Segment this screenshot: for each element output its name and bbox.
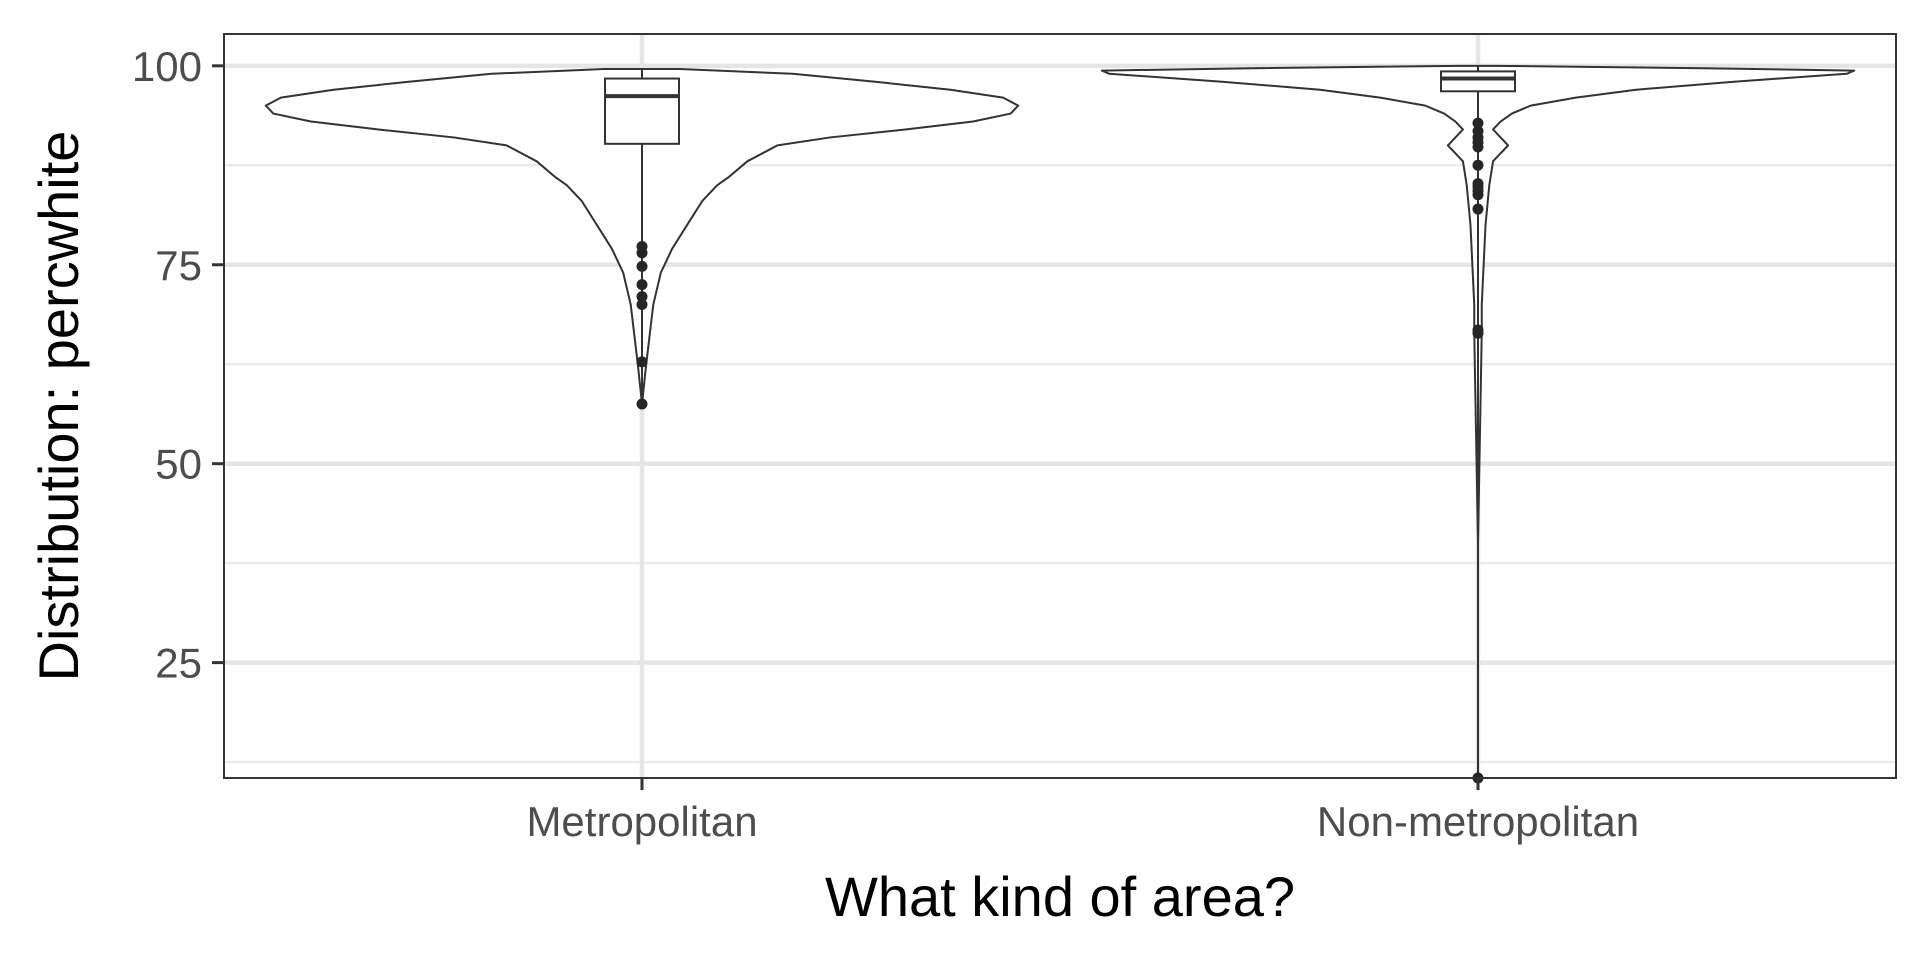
y-axis-title: Distribution: percwhite [27, 131, 90, 682]
outlier-point [1472, 327, 1484, 339]
outlier-point [636, 279, 648, 291]
y-tick-label: 50 [155, 441, 202, 488]
boxplots [604, 65, 1516, 245]
outlier-point [636, 291, 648, 303]
outliers [636, 117, 1484, 784]
y-tick-label: 25 [155, 640, 202, 687]
outlier-point [636, 260, 648, 272]
panel-border [223, 33, 1897, 779]
x-axis-title: What kind of area? [825, 865, 1295, 928]
outlier-point [1472, 117, 1484, 129]
outlier-point [636, 299, 648, 311]
outlier-point [1472, 159, 1484, 171]
outlier-point [636, 356, 648, 368]
y-tick-label: 75 [155, 242, 202, 289]
outlier-point [1472, 141, 1484, 153]
y-tick-label: 100 [132, 43, 202, 90]
outlier-point [1472, 203, 1484, 215]
axes: 25 50 75 100 Metropolitan Non-metropolitan [132, 43, 1639, 845]
x-tick-label: Non-metropolitan [1317, 798, 1639, 845]
outlier-point [1472, 189, 1484, 201]
iqr-box [1440, 70, 1516, 93]
x-tick-label: Metropolitan [526, 798, 757, 845]
iqr-box [604, 77, 680, 145]
outlier-point [636, 247, 648, 259]
outlier-point [636, 398, 648, 410]
